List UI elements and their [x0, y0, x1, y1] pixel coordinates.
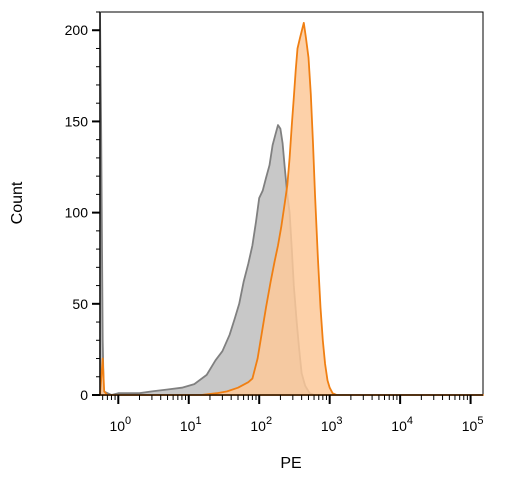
y-tick-label: 150	[65, 113, 89, 129]
x-axis-title: PE	[280, 455, 301, 472]
x-tick-label: 102	[250, 415, 272, 434]
x-tick-label: 104	[391, 415, 413, 434]
labels-layer: 0 50 100 150 200 100 101 102 103 104 105	[65, 22, 484, 434]
axes-layer	[92, 11, 483, 404]
x-tick-label: 103	[321, 415, 343, 434]
y-tick-label: 200	[65, 22, 89, 38]
y-tick-label: 100	[65, 205, 89, 221]
series-layer	[99, 11, 484, 396]
y-tick-label: 50	[72, 296, 88, 312]
y-tick-label: 0	[80, 387, 88, 403]
histogram-series-stained	[99, 22, 484, 396]
x-tick-label: 100	[109, 415, 131, 434]
x-tick-label: 105	[462, 415, 484, 434]
x-tick-label: 101	[180, 415, 202, 434]
y-axis-title: Count	[9, 181, 26, 224]
